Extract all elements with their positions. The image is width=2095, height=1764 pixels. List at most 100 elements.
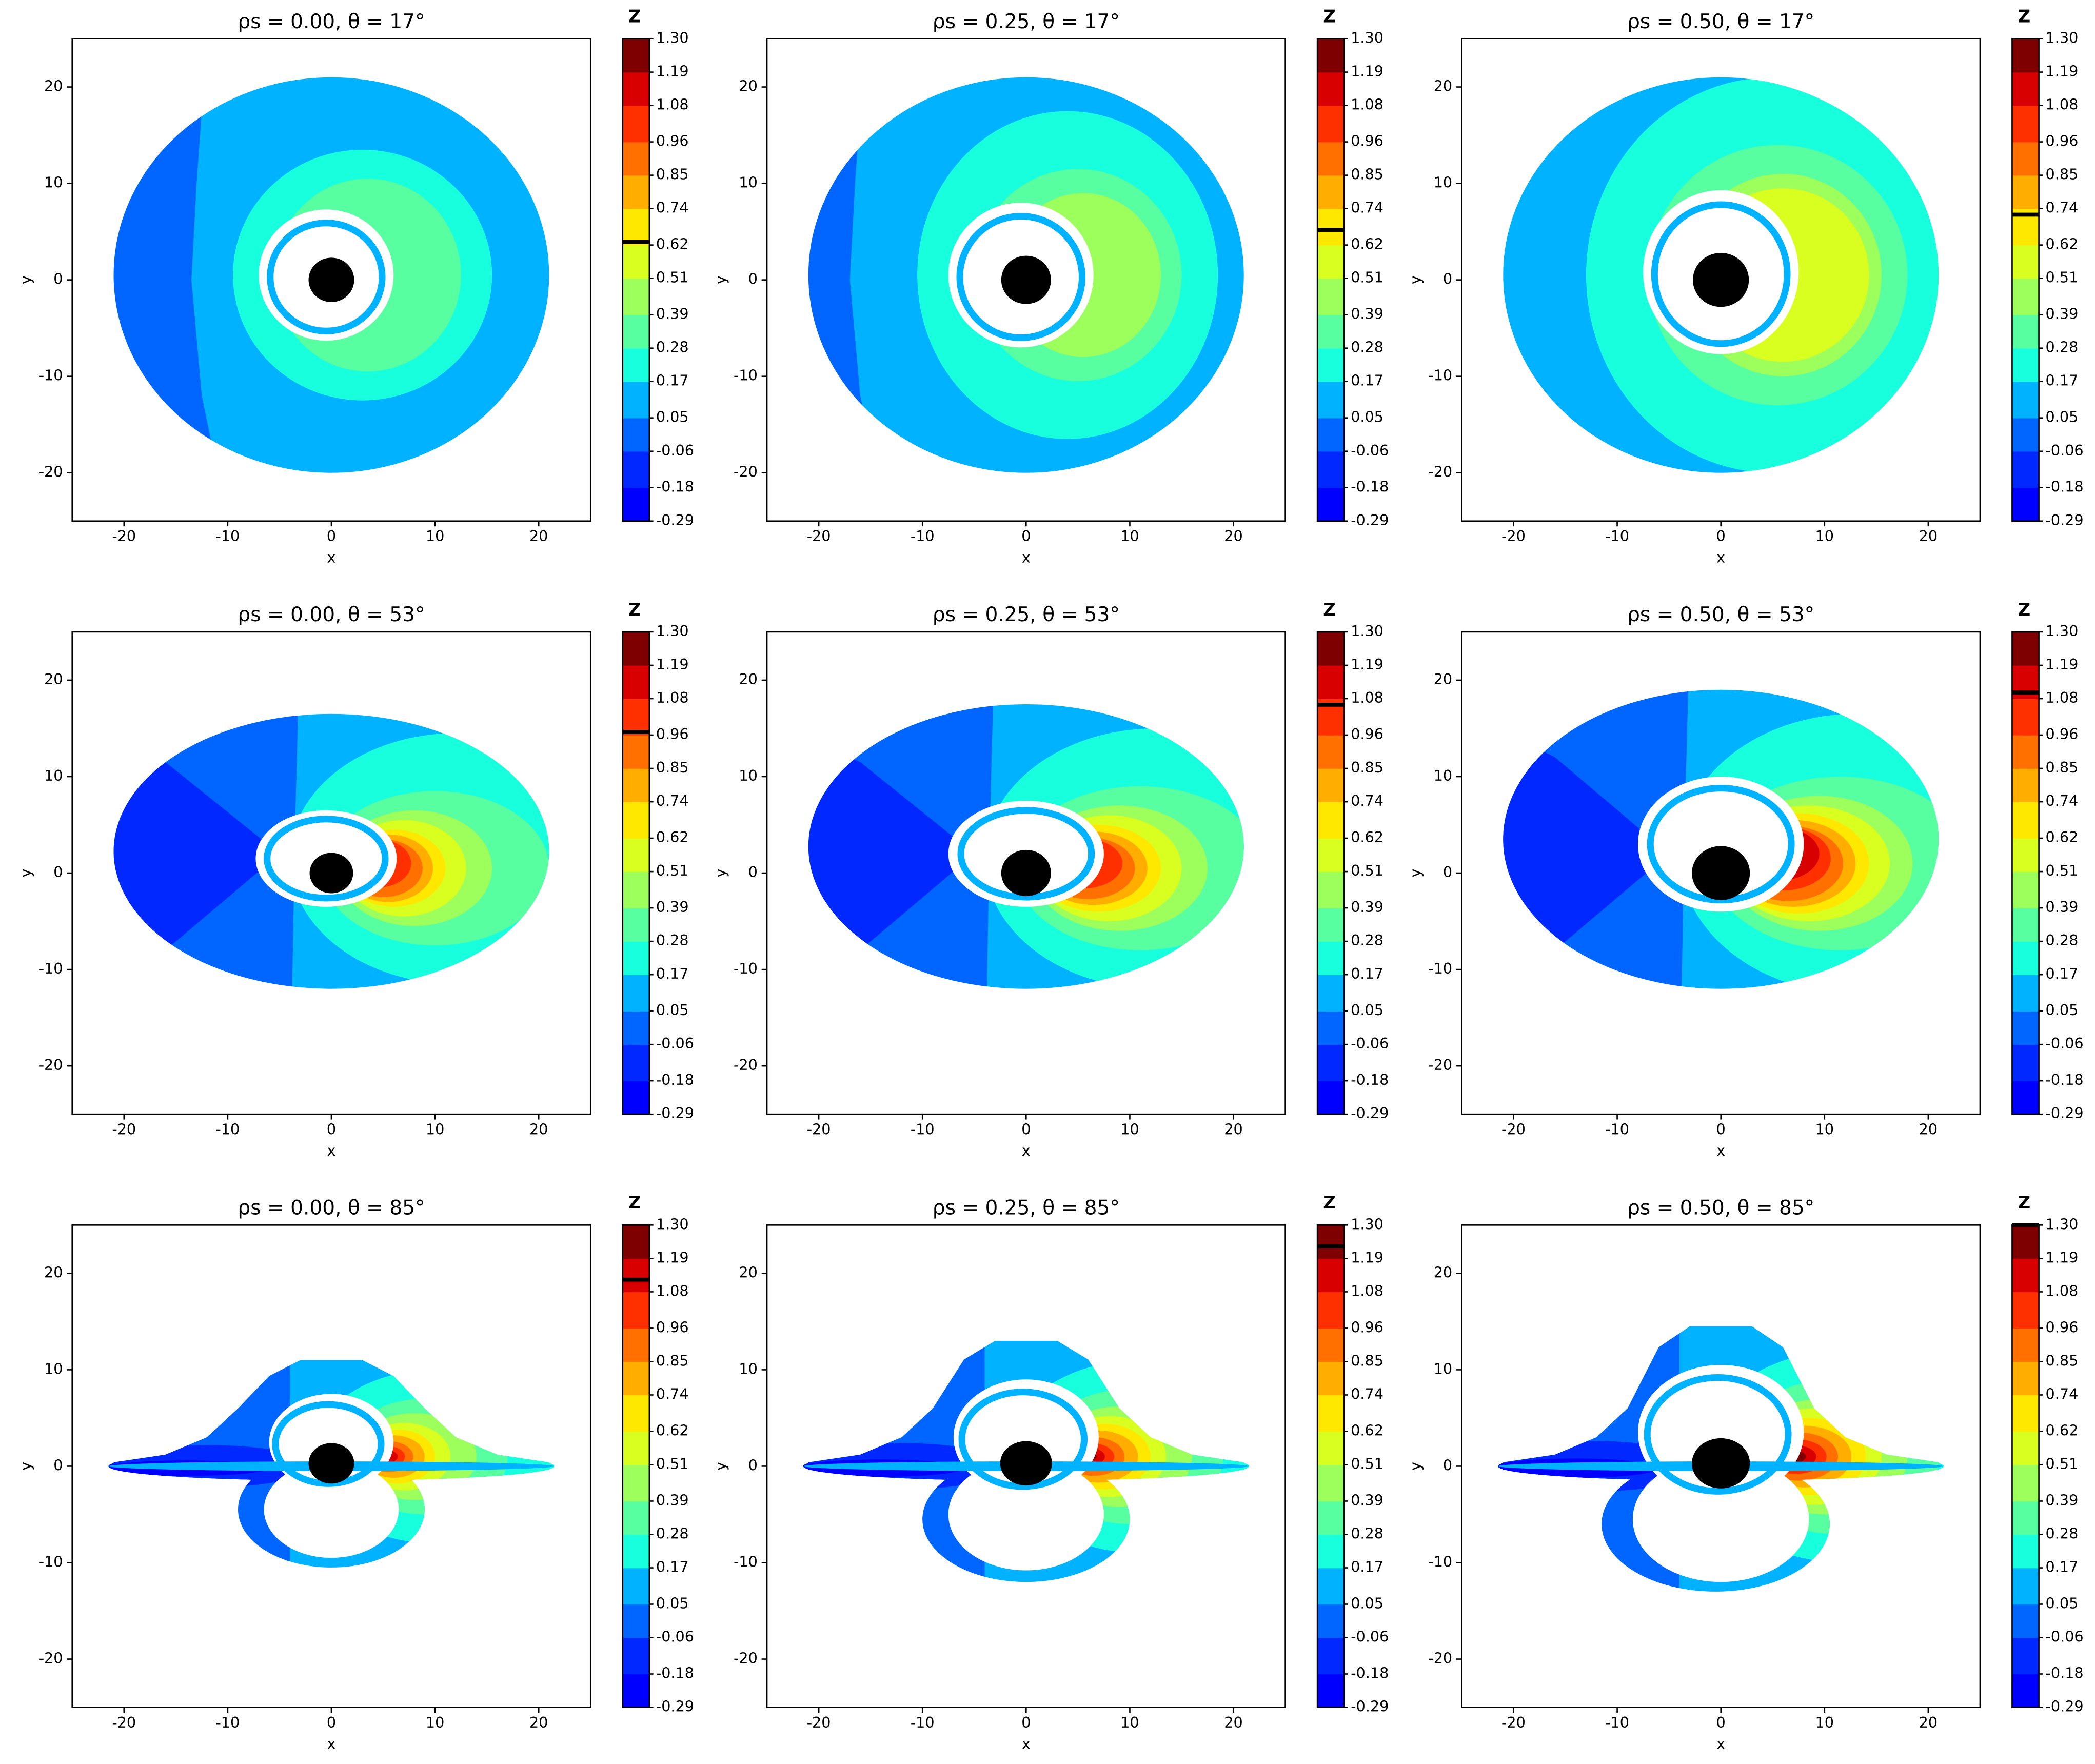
colorbar-tick-label: 0.17 [1351, 1558, 1384, 1576]
x-axis-label: x [1716, 1142, 1725, 1159]
colorbar-tick-label: 0.96 [2046, 1318, 2079, 1336]
colorbar-segment [2012, 1501, 2039, 1535]
colorbar-segment [1317, 208, 1345, 246]
colorbar-segment [622, 802, 649, 839]
y-tick-label: -20 [1428, 463, 1452, 481]
colorbar-segment [1317, 1431, 1345, 1465]
colorbar-tick-label: 1.19 [1351, 656, 1384, 673]
x-tick-label: -10 [215, 527, 240, 545]
colorbar-tick-label: 0.17 [1351, 965, 1384, 982]
colorbar-tick-label: 0.96 [656, 725, 689, 743]
x-axis-label: x [327, 1735, 336, 1752]
colorbar-frame [622, 1224, 650, 1708]
y-tick-label: 20 [739, 1263, 757, 1281]
colorbar-segment [2012, 908, 2039, 942]
colorbar-segment [1317, 631, 1345, 666]
colorbar-segment [2012, 1395, 2039, 1432]
colorbar-tick-label: 1.19 [2046, 1248, 2079, 1266]
x-axis-label: x [1716, 549, 1725, 566]
colorbar-segment [2012, 142, 2039, 176]
colorbar-segment [622, 908, 649, 942]
y-axis-label: y [1407, 1462, 1424, 1471]
colorbar-segment [622, 1501, 649, 1535]
y-tick-label: 20 [1434, 670, 1452, 688]
colorbar-label: Z [1323, 6, 1336, 26]
y-axis-label: y [1407, 275, 1424, 284]
colorbar-segment [622, 735, 649, 769]
colorbar-tick-label: 0.05 [656, 1001, 689, 1019]
colorbar-tick-label: 0.05 [2046, 1001, 2079, 1019]
colorbar-tick-label: -0.06 [1351, 1035, 1389, 1052]
colorbar-segment [2012, 1225, 2039, 1259]
colorbar-segment [1317, 105, 1345, 143]
colorbar-tick-label: 0.39 [2046, 898, 2079, 916]
x-tick-label: -10 [215, 1120, 240, 1138]
colorbar-frame [622, 631, 650, 1115]
photon-ring [1647, 785, 1795, 904]
colorbar-tick-label: 1.19 [2046, 656, 2079, 673]
colorbar-tick-label: 0.51 [1351, 862, 1384, 879]
y-tick-label: 0 [748, 270, 758, 288]
y-tick-label: 10 [1434, 174, 1452, 191]
colorbar-segment [1317, 1361, 1345, 1396]
colorbar-tick-label: 0.85 [2046, 1352, 2079, 1369]
x-tick-label: 20 [529, 527, 548, 545]
colorbar-segment [2012, 631, 2039, 666]
colorbar-tick-label: -0.06 [1351, 442, 1389, 459]
colorbar-segment [1317, 175, 1345, 209]
colorbar-tick-label: 1.30 [2046, 1215, 2079, 1233]
chart-title: ρs = 0.00, θ = 85° [238, 1197, 425, 1220]
colorbar-segment [1317, 1534, 1345, 1569]
y-tick-label: 0 [748, 863, 758, 881]
colorbar-tick-label: 0.17 [2046, 1558, 2079, 1576]
colorbar-tick-label: -0.29 [1351, 1698, 1389, 1715]
chart-title: ρs = 0.00, θ = 17° [238, 10, 425, 33]
y-tick-label: -10 [39, 1553, 63, 1570]
photon-ring [956, 213, 1085, 341]
x-tick-label: 20 [1224, 1120, 1242, 1138]
x-axis-label: x [327, 1142, 336, 1159]
colorbar-tick-label: -0.18 [656, 478, 694, 495]
photon-ring [267, 220, 386, 334]
colorbar-segment [2012, 314, 2039, 349]
y-tick-label: -10 [734, 1553, 758, 1570]
colorbar-tick-label: 1.30 [2046, 29, 2079, 47]
colorbar-tick-label: 0.85 [1351, 759, 1384, 776]
photon-ring [1651, 201, 1791, 347]
x-tick-label: -10 [911, 1120, 935, 1138]
y-tick-label: 10 [739, 767, 757, 784]
colorbar-segment [622, 1258, 649, 1293]
colorbar-tick-label: 0.17 [656, 965, 689, 982]
colorbar-segment [622, 142, 649, 176]
colorbar-segment [1317, 1081, 1345, 1115]
colorbar-segment [1317, 941, 1345, 975]
colorbar-tick-label: 1.08 [1351, 96, 1384, 113]
colorbar-segment [622, 1568, 649, 1605]
x-tick-label: -10 [1605, 527, 1629, 545]
chart-title: ρs = 0.00, θ = 53° [238, 603, 425, 626]
colorbar-segment [2012, 1258, 2039, 1293]
colorbar-tick-label: 0.17 [1351, 372, 1384, 389]
x-tick-label: 0 [1716, 1714, 1726, 1731]
colorbar-segment [622, 838, 649, 872]
colorbar-tick-label: 0.96 [1351, 725, 1384, 743]
panel: -20 -10 0 10 20 -20 -10 0 10 20 x y ρs = 0.00, θ = 8… [17, 1193, 694, 1752]
colorbar-tick-label: 0.96 [1351, 1318, 1384, 1336]
colorbar-segment [2012, 735, 2039, 769]
colorbar-segment [622, 975, 649, 1012]
colorbar-segment [1317, 1604, 1345, 1638]
colorbar-segment [622, 381, 649, 419]
colorbar-segment [1317, 1292, 1345, 1329]
x-tick-label: 10 [1815, 1120, 1834, 1138]
y-tick-label: -20 [1428, 1650, 1452, 1667]
y-tick-label: 0 [53, 863, 63, 881]
colorbar-segment [2012, 348, 2039, 382]
colorbar-segment [622, 1464, 649, 1502]
colorbar-tick-label: 1.08 [656, 96, 689, 113]
colorbar-segment [1317, 1637, 1345, 1675]
colorbar-segment [2012, 768, 2039, 802]
colorbar-segment [2012, 1604, 2039, 1638]
colorbar-segment [622, 1431, 649, 1465]
